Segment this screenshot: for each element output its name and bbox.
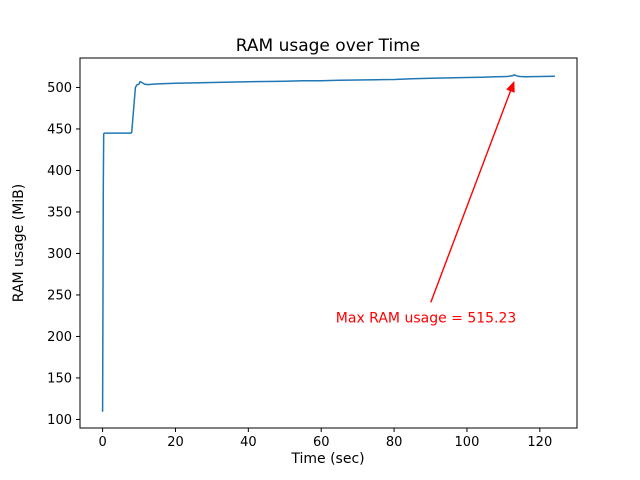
x-tick-label: 20 <box>167 435 184 450</box>
y-tick-label: 450 <box>47 122 72 137</box>
x-tick-label: 0 <box>98 435 106 450</box>
x-tick-label: 40 <box>240 435 257 450</box>
y-tick-label: 150 <box>47 371 72 386</box>
x-tick-label: 120 <box>527 435 552 450</box>
x-tick-label: 80 <box>386 435 403 450</box>
chart-title: RAM usage over Time <box>236 36 420 56</box>
y-tick-label: 350 <box>47 205 72 220</box>
y-tick-label: 300 <box>47 247 72 262</box>
annotation-text: Max RAM usage = 515.23 <box>336 310 517 326</box>
y-tick-label: 200 <box>47 330 72 345</box>
y-tick-label: 250 <box>47 288 72 303</box>
y-tick-label: 500 <box>47 81 72 96</box>
y-tick-label: 400 <box>47 164 72 179</box>
annotation-arrow-shaft <box>430 88 512 303</box>
y-tick-label: 100 <box>47 413 72 428</box>
y-axis-label: RAM usage (MiB) <box>11 184 27 302</box>
x-tick-label: 100 <box>455 435 480 450</box>
annotation-arrow-head <box>506 80 515 93</box>
x-axis-label: Time (sec) <box>290 451 364 467</box>
plot-border <box>79 57 578 429</box>
x-tick-label: 60 <box>313 435 330 450</box>
data-line <box>101 74 556 412</box>
